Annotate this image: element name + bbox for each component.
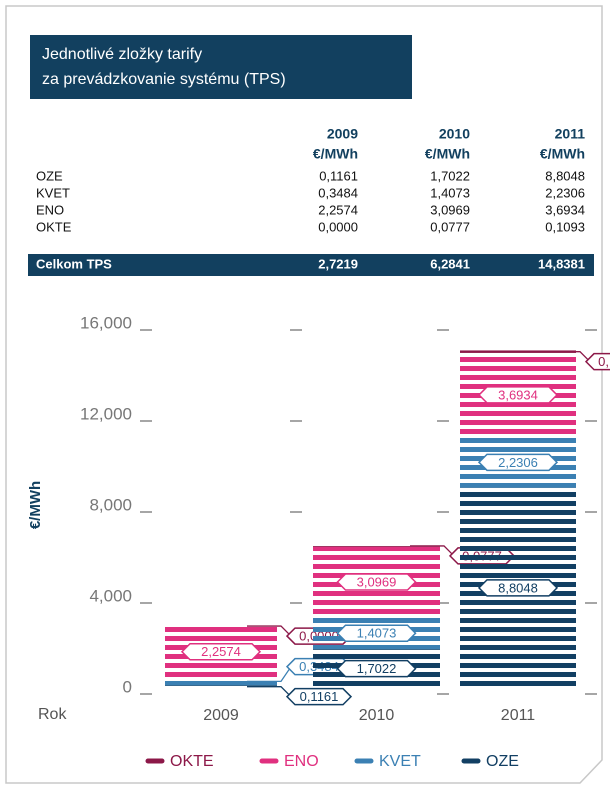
y-tick-label: 12,000 bbox=[80, 404, 132, 423]
total-cell: 14,8381 bbox=[538, 256, 585, 271]
column-unit: €/MWh bbox=[313, 146, 358, 162]
x-tick-label: 2009 bbox=[203, 707, 239, 724]
value-label: 1,4073 bbox=[357, 626, 397, 641]
cell: 0,3484 bbox=[318, 185, 358, 200]
column-year: 2010 bbox=[439, 126, 470, 142]
legend-label: OZE bbox=[486, 753, 519, 770]
y-tick-label: 8,000 bbox=[89, 495, 132, 514]
column-year: 2011 bbox=[555, 126, 586, 142]
total-band bbox=[28, 254, 594, 276]
x-tick-label: 2011 bbox=[501, 707, 536, 724]
x-tick-label: 2010 bbox=[359, 707, 395, 724]
total-cell: 6,2841 bbox=[430, 256, 470, 271]
x-axis-label: Rok bbox=[38, 706, 67, 723]
value-label: 0,1093 bbox=[598, 354, 610, 369]
value-label: 3,0969 bbox=[357, 574, 397, 589]
frame bbox=[5, 5, 603, 784]
row-label: ENO bbox=[36, 202, 64, 217]
y-tick-label: 4,000 bbox=[89, 586, 132, 605]
value-label-box bbox=[336, 624, 417, 643]
title-line: Jednotlivé zložky tarify bbox=[42, 46, 202, 63]
title-box bbox=[30, 35, 412, 99]
value-label: 3,6934 bbox=[498, 387, 538, 402]
row-label: KVET bbox=[36, 185, 70, 200]
value-label-box bbox=[336, 659, 417, 678]
cell: 2,2306 bbox=[545, 185, 585, 200]
row-label: OKTE bbox=[36, 219, 72, 234]
legend-label: KVET bbox=[379, 753, 421, 770]
cell: 0,0000 bbox=[318, 219, 358, 234]
cell: 0,0777 bbox=[430, 219, 470, 234]
y-tick-label: 0 bbox=[123, 677, 132, 696]
value-label-box bbox=[180, 643, 262, 661]
leader-line bbox=[247, 625, 292, 637]
value-label: 2,2306 bbox=[498, 455, 538, 470]
title-line: za prevádzkovanie systému (TPS) bbox=[42, 71, 286, 88]
leader-line bbox=[546, 351, 591, 363]
cell: 3,0969 bbox=[430, 202, 470, 217]
value-label-box bbox=[336, 573, 417, 591]
leader-line bbox=[247, 686, 292, 698]
y-tick-label: 16,000 bbox=[80, 313, 132, 332]
bar-segment bbox=[313, 545, 440, 547]
column-unit: €/MWh bbox=[425, 146, 470, 162]
value-label-box bbox=[477, 579, 559, 597]
value-label: 8,8048 bbox=[498, 580, 538, 595]
row-label: OZE bbox=[36, 168, 63, 183]
value-label: 1,7022 bbox=[357, 661, 397, 676]
value-label-box bbox=[477, 453, 559, 472]
cell: 1,7022 bbox=[430, 168, 470, 183]
cell: 1,4073 bbox=[430, 185, 470, 200]
legend-label: ENO bbox=[284, 753, 319, 770]
legend-label: OKTE bbox=[170, 753, 214, 770]
leader-line bbox=[247, 666, 292, 683]
value-label: 2,2574 bbox=[201, 644, 241, 659]
cell: 0,1161 bbox=[319, 168, 358, 183]
bar-segment bbox=[460, 350, 576, 353]
total-cell: 2,7219 bbox=[318, 256, 358, 271]
value-label-box bbox=[285, 687, 353, 706]
value-label-box bbox=[584, 352, 610, 371]
total-label: Celkom TPS bbox=[36, 256, 112, 271]
cell: 0,1093 bbox=[545, 219, 585, 234]
cell: 3,6934 bbox=[545, 202, 585, 217]
leader-line bbox=[410, 545, 455, 557]
cell: 2,2574 bbox=[318, 202, 358, 217]
value-label: 0,1161 bbox=[300, 689, 339, 704]
y-axis-label: €/MWh bbox=[27, 481, 44, 529]
bar-segment bbox=[165, 685, 277, 688]
cell: 8,8048 bbox=[545, 168, 585, 183]
value-label-box bbox=[477, 386, 559, 404]
column-unit: €/MWh bbox=[540, 146, 585, 162]
column-year: 2009 bbox=[327, 126, 358, 142]
bar-segment bbox=[165, 677, 277, 686]
